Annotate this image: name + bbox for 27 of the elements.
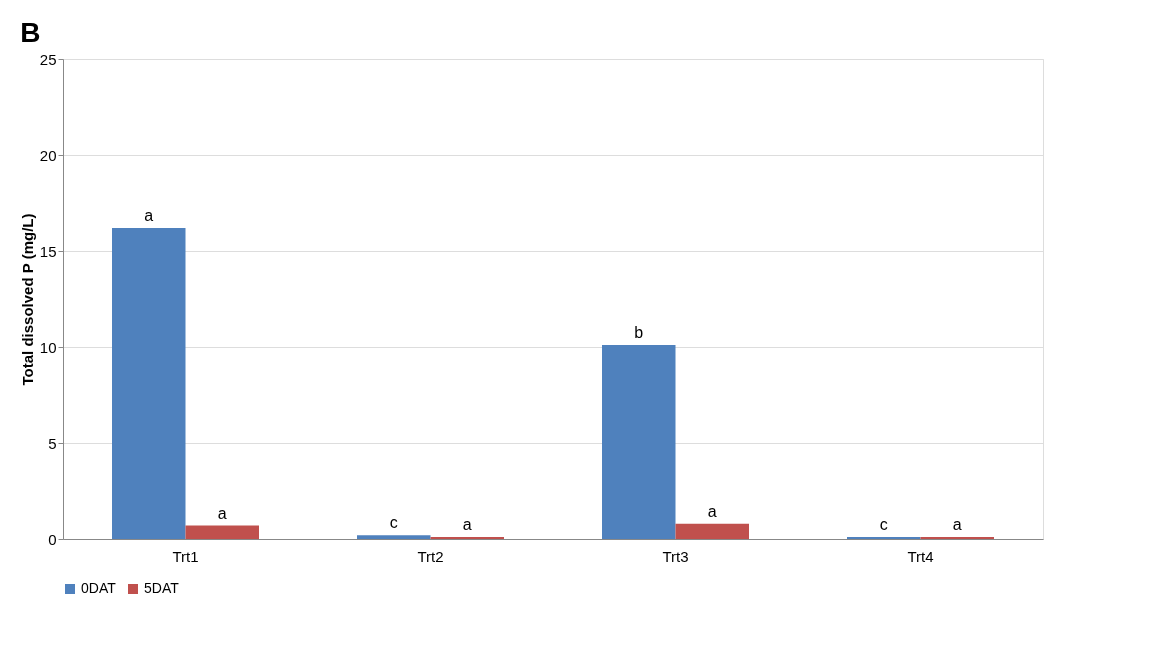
y-tick-label: 5 — [48, 434, 57, 452]
bar — [675, 523, 749, 539]
bar — [357, 535, 431, 539]
legend-label: 0DAT — [81, 580, 117, 596]
annotation: a — [144, 206, 154, 224]
y-axis-title: Total dissolved P (mg/L) — [18, 213, 36, 386]
bar — [112, 227, 186, 539]
y-tick-label: 0 — [48, 530, 57, 548]
y-tick-label: 20 — [39, 146, 57, 164]
annotation: b — [634, 324, 644, 342]
legend-label: 5DAT — [144, 580, 180, 596]
annotation: a — [952, 516, 962, 534]
y-tick-label: 15 — [39, 242, 57, 260]
y-tick-label: 10 — [39, 338, 57, 356]
y-tick-label: 25 — [39, 50, 57, 68]
annotation: a — [462, 516, 472, 534]
annotation: c — [879, 516, 888, 534]
x-tick-label: Trt4 — [907, 547, 934, 565]
annotation: c — [389, 514, 398, 532]
annotation: a — [217, 504, 227, 522]
bar — [185, 525, 259, 539]
chart-title: B — [20, 17, 41, 48]
bar — [602, 345, 676, 539]
x-tick-label: Trt2 — [417, 547, 444, 565]
annotation: a — [707, 502, 717, 520]
x-tick-label: Trt3 — [662, 547, 689, 565]
x-tick-label: Trt1 — [172, 547, 199, 565]
